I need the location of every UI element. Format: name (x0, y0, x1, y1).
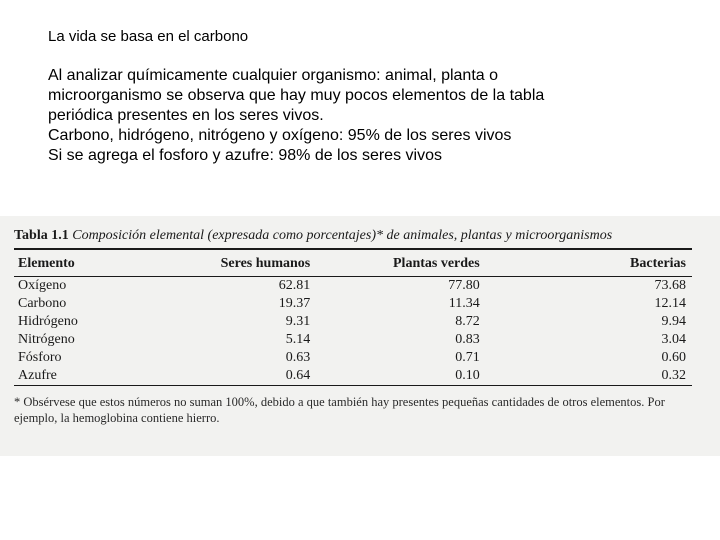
body-paragraph: Al analizar químicamente cualquier organ… (48, 66, 668, 166)
body-line: Si se agrega el fosforo y azufre: 98% de… (48, 146, 668, 166)
page: La vida se basa en el carbono Al analiza… (0, 0, 720, 540)
cell-value: 0.60 (516, 349, 692, 367)
table-row: Oxígeno 62.81 77.80 73.68 (14, 277, 692, 295)
cell-value: 62.81 (177, 277, 347, 295)
table-row: Hidrógeno 9.31 8.72 9.94 (14, 313, 692, 331)
cell-element: Azufre (14, 367, 177, 385)
cell-element: Nitrógeno (14, 331, 177, 349)
cell-element: Carbono (14, 295, 177, 313)
cell-element: Oxígeno (14, 277, 177, 295)
cell-value: 73.68 (516, 277, 692, 295)
cell-value: 0.32 (516, 367, 692, 385)
cell-value: 0.83 (346, 331, 516, 349)
cell-element: Hidrógeno (14, 313, 177, 331)
cell-value: 11.34 (346, 295, 516, 313)
scanned-table-region: Tabla 1.1 Composición elemental (expresa… (0, 216, 720, 456)
cell-value: 3.04 (516, 331, 692, 349)
col-header-bacterias: Bacterias (516, 250, 692, 276)
table-row: Fósforo 0.63 0.71 0.60 (14, 349, 692, 367)
cell-value: 0.63 (177, 349, 347, 367)
table-caption-label: Tabla 1.1 (14, 228, 69, 243)
table-row: Carbono 19.37 11.34 12.14 (14, 295, 692, 313)
cell-value: 9.94 (516, 313, 692, 331)
table-caption-text: Composición elemental (expresada como po… (72, 228, 612, 243)
cell-value: 77.80 (346, 277, 516, 295)
cell-element: Fósforo (14, 349, 177, 367)
table-caption: Tabla 1.1 Composición elemental (expresa… (14, 228, 692, 244)
cell-value: 0.64 (177, 367, 347, 385)
body-line: microorganismo se observa que hay muy po… (48, 86, 668, 106)
cell-value: 0.71 (346, 349, 516, 367)
col-header-elemento: Elemento (14, 250, 177, 276)
col-header-humanos: Seres humanos (177, 250, 347, 276)
cell-value: 9.31 (177, 313, 347, 331)
table-head: Elemento Seres humanos Plantas verdes Ba… (14, 250, 692, 276)
cell-value: 8.72 (346, 313, 516, 331)
table-row: Nitrógeno 5.14 0.83 3.04 (14, 331, 692, 349)
table-row: Azufre 0.64 0.10 0.32 (14, 367, 692, 385)
composition-table: Elemento Seres humanos Plantas verdes Ba… (14, 250, 692, 276)
table-footnote: * Obsérvese que estos números no suman 1… (14, 394, 692, 427)
table-header-row: Elemento Seres humanos Plantas verdes Ba… (14, 250, 692, 276)
composition-table-body: Oxígeno 62.81 77.80 73.68 Carbono 19.37 … (14, 277, 692, 385)
rule-bottom (14, 385, 692, 386)
body-line: periódica presentes en los seres vivos. (48, 106, 668, 126)
body-line: Al analizar químicamente cualquier organ… (48, 66, 668, 86)
table-body: Oxígeno 62.81 77.80 73.68 Carbono 19.37 … (14, 277, 692, 385)
cell-value: 19.37 (177, 295, 347, 313)
cell-value: 5.14 (177, 331, 347, 349)
cell-value: 0.10 (346, 367, 516, 385)
cell-value: 12.14 (516, 295, 692, 313)
body-line: Carbono, hidrógeno, nitrógeno y oxígeno:… (48, 126, 668, 146)
col-header-plantas: Plantas verdes (346, 250, 516, 276)
section-heading: La vida se basa en el carbono (48, 28, 248, 45)
